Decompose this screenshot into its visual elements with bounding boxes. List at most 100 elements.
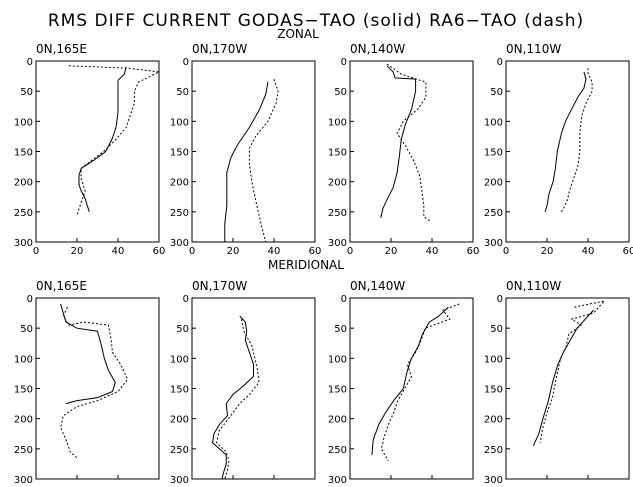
y-tick-label: 200 — [170, 178, 189, 189]
panel-meridional-3: 0N,140W05010015020025030036912 — [328, 279, 479, 487]
y-tick-label: 250 — [328, 445, 347, 456]
y-tick-label: 50 — [176, 324, 189, 335]
y-tick-label: 0 — [497, 294, 503, 305]
series-line-dash — [216, 318, 260, 480]
y-tick-label: 150 — [484, 148, 503, 159]
x-tick-label: 20 — [385, 246, 398, 257]
series-line-solid — [544, 71, 587, 212]
x-tick-label: 20 — [71, 246, 84, 257]
series-line-solid — [60, 303, 116, 405]
series-line-solid — [371, 306, 449, 455]
y-tick-label: 250 — [14, 445, 33, 456]
x-tick-label: 0 — [503, 246, 509, 257]
series-line-solid — [211, 315, 254, 480]
panel-meridional-2: 0N,170W05010015020025030036912 — [170, 279, 321, 487]
series-line-dash — [248, 78, 279, 243]
y-tick-label: 150 — [170, 385, 189, 396]
x-tick-label: 20 — [227, 246, 240, 257]
x-tick-label: 0 — [347, 246, 353, 257]
x-tick-label: 0 — [33, 246, 39, 257]
y-tick-label: 300 — [484, 238, 503, 249]
panel-meridional-4: 0N,110W05010015020025030036912 — [484, 279, 633, 487]
y-tick-label: 100 — [170, 354, 189, 365]
x-tick-label: 20 — [541, 246, 554, 257]
series-line-dash — [386, 63, 431, 222]
y-tick-label: 100 — [484, 117, 503, 128]
panel-frame — [349, 297, 474, 480]
series-line-solid — [224, 82, 269, 242]
x-tick-label: 60 — [309, 246, 322, 257]
panel-frame — [35, 297, 160, 480]
y-tick-label: 100 — [14, 117, 33, 128]
panel-meridional-1: 0N,165E05010015020025030036912 — [14, 279, 165, 487]
y-tick-label: 300 — [328, 238, 347, 249]
panel-frame — [505, 297, 630, 480]
y-tick-label: 200 — [328, 415, 347, 426]
y-tick-label: 300 — [484, 475, 503, 483]
panel-frame — [505, 60, 630, 243]
series-line-dash — [60, 306, 129, 459]
y-tick-label: 0 — [183, 294, 189, 305]
y-tick-label: 0 — [183, 57, 189, 68]
y-tick-label: 200 — [170, 415, 189, 426]
y-tick-label: 300 — [170, 475, 189, 483]
y-tick-label: 200 — [328, 178, 347, 189]
x-tick-label: 60 — [623, 246, 633, 257]
panel-title: 0N,110W — [506, 279, 561, 293]
series-line-solid — [532, 309, 594, 447]
y-tick-label: 50 — [20, 324, 33, 335]
section-label-zonal: ZONAL — [277, 27, 319, 41]
y-tick-label: 300 — [14, 238, 33, 249]
y-tick-label: 150 — [328, 385, 347, 396]
panel-title: 0N,140W — [350, 279, 405, 293]
series-line-solid — [78, 66, 127, 212]
y-tick-label: 150 — [328, 148, 347, 159]
panel-title: 0N,110W — [506, 42, 561, 56]
panel-title: 0N,165E — [36, 279, 87, 293]
y-tick-label: 200 — [14, 178, 33, 189]
y-tick-label: 0 — [341, 294, 347, 305]
panel-frame — [191, 297, 316, 480]
y-tick-label: 250 — [328, 208, 347, 219]
panel-title: 0N,165E — [36, 42, 87, 56]
x-tick-label: 40 — [426, 246, 439, 257]
x-tick-label: 40 — [112, 246, 125, 257]
y-tick-label: 150 — [170, 148, 189, 159]
panel-frame — [191, 60, 316, 243]
panel-title: 0N,170W — [192, 279, 247, 293]
y-tick-label: 250 — [170, 445, 189, 456]
y-tick-label: 0 — [497, 57, 503, 68]
y-tick-label: 100 — [14, 354, 33, 365]
y-tick-label: 100 — [484, 354, 503, 365]
x-tick-label: 40 — [268, 246, 281, 257]
y-tick-label: 100 — [328, 117, 347, 128]
y-tick-label: 0 — [27, 294, 33, 305]
y-tick-label: 200 — [484, 415, 503, 426]
y-tick-label: 300 — [14, 475, 33, 483]
y-tick-label: 150 — [484, 385, 503, 396]
y-tick-label: 50 — [490, 324, 503, 335]
y-tick-label: 50 — [176, 87, 189, 98]
y-tick-label: 300 — [328, 475, 347, 483]
y-tick-label: 250 — [484, 208, 503, 219]
y-tick-label: 200 — [484, 178, 503, 189]
series-line-dash — [560, 68, 593, 213]
x-tick-label: 40 — [582, 246, 595, 257]
y-tick-label: 0 — [27, 57, 33, 68]
panel-frame — [349, 60, 474, 243]
y-tick-label: 250 — [484, 445, 503, 456]
series-line-dash — [68, 65, 161, 215]
y-tick-label: 50 — [20, 87, 33, 98]
y-tick-label: 50 — [490, 87, 503, 98]
y-tick-label: 250 — [170, 208, 189, 219]
figure-title: RMS DIFF CURRENT GODAS−TAO (solid) RA6−T… — [48, 11, 584, 31]
panel-frame — [35, 60, 160, 243]
panel-title: 0N,140W — [350, 42, 405, 56]
x-tick-label: 0 — [189, 246, 195, 257]
x-tick-label: 60 — [153, 246, 166, 257]
